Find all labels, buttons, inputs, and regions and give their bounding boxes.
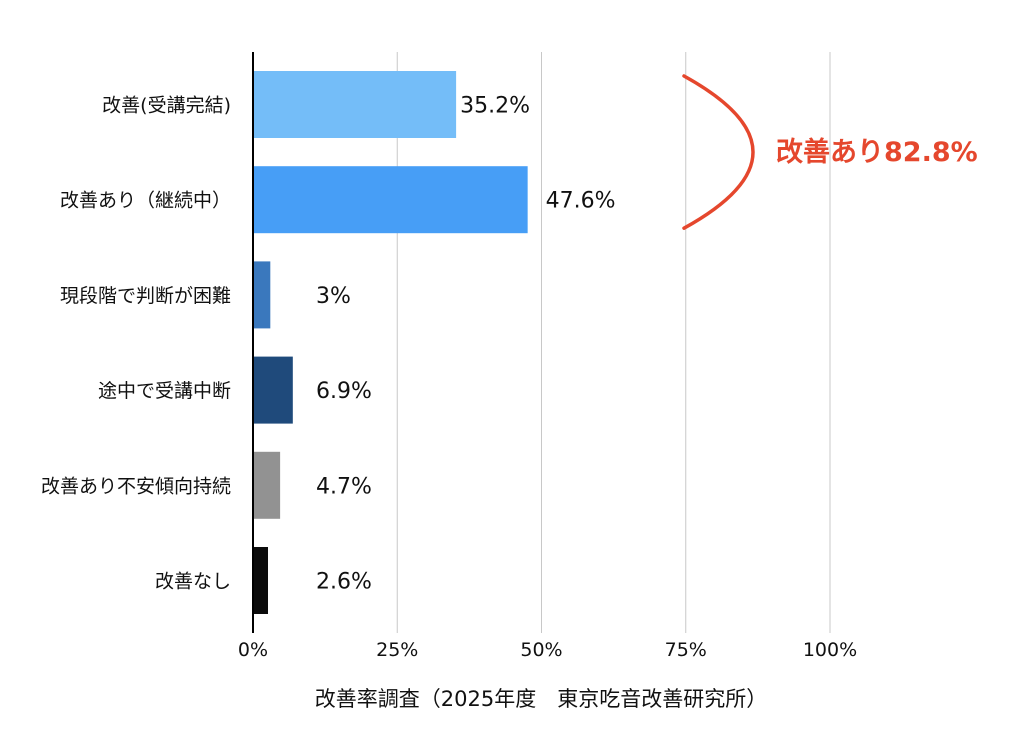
category-label-2: 現段階で判断が困難	[60, 285, 231, 307]
value-label-5: 2.6%	[316, 570, 372, 595]
value-label-3: 6.9%	[316, 379, 372, 404]
bar-1	[253, 166, 528, 234]
gridlines	[396, 52, 831, 633]
category-label-0: 改善(受講完結)	[102, 95, 231, 117]
bar-3	[253, 356, 293, 424]
x-tick-label-1: 25%	[376, 639, 418, 661]
x-tick-labels: 0% 25% 50% 75% 100%	[238, 639, 857, 661]
bar-4	[253, 451, 281, 519]
value-label-1: 47.6%	[546, 189, 616, 214]
category-label-3: 途中で受講中断	[98, 380, 231, 402]
annotation-bracket	[682, 74, 755, 230]
bar-2	[253, 261, 271, 329]
value-label-4: 4.7%	[316, 474, 372, 499]
x-tick-label-0: 0%	[238, 639, 268, 661]
value-labels: 35.2% 47.6% 3% 6.9% 4.7% 2.6%	[316, 94, 616, 595]
x-tick-label-2: 50%	[520, 639, 562, 661]
x-axis-title: 改善率調査（2025年度 東京吃音改善研究所）	[315, 687, 767, 711]
category-labels: 改善(受講完結) 改善あり（継続中） 現段階で判断が困難途中で受講中断改善あり不安傾…	[41, 95, 231, 593]
x-tick-label-4: 100%	[803, 639, 857, 661]
annotation-label: 改善あり82.8%	[776, 136, 978, 168]
category-label-5: 改善なし	[155, 571, 231, 593]
value-label-2: 3%	[316, 284, 351, 309]
bar-0	[253, 71, 457, 138]
category-label-4: 改善あり不安傾向持続	[41, 475, 231, 497]
value-label-0: 35.2%	[460, 94, 530, 119]
category-label-1: 改善あり（継続中）	[60, 190, 231, 212]
bar-5	[253, 547, 269, 614]
bars	[253, 71, 528, 614]
x-tick-label-3: 75%	[665, 639, 707, 661]
